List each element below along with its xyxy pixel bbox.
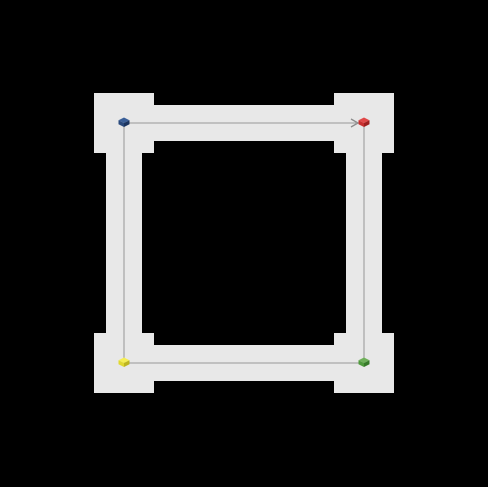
node-layer (118, 117, 370, 368)
yellow-cube-icon[interactable] (118, 357, 130, 368)
red-cube-icon[interactable] (358, 117, 370, 128)
green-cube-icon[interactable] (358, 357, 370, 368)
path-layer (123, 118, 365, 364)
floor-layer (94, 93, 394, 393)
blue-cube-icon[interactable] (118, 117, 130, 128)
arrow-head-icon (350, 118, 360, 128)
